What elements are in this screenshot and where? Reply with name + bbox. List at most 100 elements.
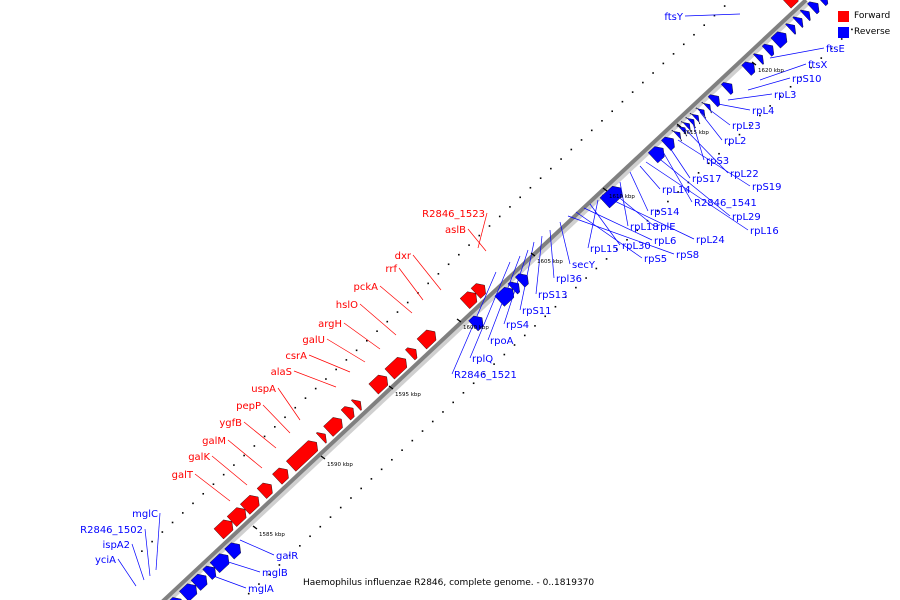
reverse-gene-label[interactable]: mglC bbox=[132, 509, 158, 520]
forward-gene-label[interactable]: rrf bbox=[385, 264, 397, 275]
forward-gene-block[interactable] bbox=[416, 329, 437, 350]
reverse-gene-label[interactable]: rplQ bbox=[472, 354, 493, 365]
reverse-gene-block[interactable] bbox=[190, 573, 208, 591]
reverse-gene-label[interactable]: rpS14 bbox=[650, 207, 680, 218]
reverse-gene-label[interactable]: ftsX bbox=[808, 60, 827, 71]
reverse-gene-label[interactable]: rpL18 bbox=[630, 222, 659, 233]
reverse-gene-block[interactable] bbox=[671, 129, 683, 142]
reverse-gene-label[interactable]: rpS10 bbox=[792, 74, 822, 85]
forward-gene-label[interactable]: argH bbox=[318, 319, 342, 330]
reverse-gene-label[interactable]: rpL24 bbox=[696, 235, 725, 246]
forward-gene-label[interactable]: pepP bbox=[236, 401, 261, 412]
forward-gene-block[interactable] bbox=[350, 399, 362, 411]
reverse-gene-label[interactable]: yciA bbox=[95, 555, 116, 566]
forward-gene-block[interactable] bbox=[213, 519, 234, 540]
forward-gene-block[interactable] bbox=[315, 432, 327, 444]
forward-gene-block[interactable] bbox=[459, 291, 478, 310]
reverse-gene-block[interactable] bbox=[761, 43, 775, 57]
reverse-gene-label[interactable]: rpS13 bbox=[538, 290, 568, 301]
reverse-gene-block[interactable] bbox=[661, 136, 675, 151]
forward-gene-block[interactable] bbox=[470, 283, 486, 299]
reverse-gene-label[interactable]: galR bbox=[276, 551, 298, 562]
top-gene-label[interactable]: ftsY bbox=[664, 12, 683, 23]
reverse-gene-label[interactable]: rpL23 bbox=[732, 121, 761, 132]
reverse-gene-block[interactable] bbox=[689, 112, 701, 125]
forward-gene-block[interactable] bbox=[272, 467, 289, 485]
reverse-gene-label[interactable]: rpS17 bbox=[692, 174, 722, 185]
forward-gene-label[interactable]: hslO bbox=[336, 300, 358, 311]
reverse-gene-label[interactable]: rpL4 bbox=[752, 106, 774, 117]
reverse-gene-label[interactable]: rpS8 bbox=[676, 250, 699, 261]
reverse-gene-block[interactable] bbox=[202, 565, 217, 580]
reverse-gene-label[interactable]: ftsE bbox=[826, 44, 845, 55]
forward-gene-block[interactable] bbox=[239, 495, 260, 515]
forward-gene-label[interactable]: alaS bbox=[271, 367, 292, 378]
forward-gene-label[interactable]: csrA bbox=[285, 351, 307, 362]
reverse-gene-label[interactable]: rpL14 bbox=[662, 185, 691, 196]
reverse-gene-block[interactable] bbox=[720, 82, 734, 95]
reverse-gene-block[interactable] bbox=[695, 107, 707, 119]
forward-gene-label[interactable]: dxr bbox=[395, 251, 412, 262]
reverse-gene-label[interactable]: rpS5 bbox=[644, 254, 667, 265]
reverse-gene-block[interactable] bbox=[741, 61, 756, 76]
forward-gene-block[interactable] bbox=[285, 440, 318, 472]
reverse-gene-label[interactable]: mglA bbox=[248, 584, 274, 595]
reverse-gene-label[interactable]: rpl36 bbox=[556, 274, 582, 285]
reverse-gene-block[interactable] bbox=[807, 1, 820, 15]
forward-gene-block[interactable] bbox=[384, 357, 408, 380]
forward-gene-block[interactable] bbox=[368, 374, 389, 395]
reverse-gene-label[interactable]: rpL3 bbox=[774, 90, 796, 101]
reverse-gene-block[interactable] bbox=[753, 53, 764, 65]
forward-gene-block[interactable] bbox=[323, 417, 343, 437]
forward-gene-label[interactable]: galU bbox=[302, 335, 325, 346]
reverse-gene-block[interactable] bbox=[792, 16, 804, 28]
reverse-gene-block[interactable] bbox=[599, 185, 623, 209]
scale-dot bbox=[411, 439, 414, 442]
forward-gene-block[interactable] bbox=[226, 507, 247, 527]
reverse-gene-block[interactable] bbox=[701, 101, 713, 114]
reverse-gene-label[interactable]: rpL6 bbox=[654, 236, 676, 247]
reverse-gene-block[interactable] bbox=[224, 542, 241, 560]
forward-gene-label[interactable]: uspA bbox=[251, 384, 276, 395]
reverse-gene-label[interactable]: rpS4 bbox=[506, 320, 529, 331]
reverse-gene-label[interactable]: secY bbox=[572, 260, 596, 271]
forward-gene-label[interactable]: galT bbox=[172, 470, 194, 481]
reverse-gene-block[interactable] bbox=[468, 315, 484, 332]
reverse-gene-block[interactable] bbox=[785, 23, 796, 35]
reverse-gene-label[interactable]: R2846_1541 bbox=[694, 198, 757, 209]
forward-gene-block[interactable] bbox=[405, 347, 418, 361]
forward-gene-label[interactable]: aslB bbox=[445, 225, 466, 236]
reverse-gene-label[interactable]: rpS3 bbox=[706, 156, 729, 167]
reverse-gene-label[interactable]: rpoA bbox=[490, 336, 514, 347]
reverse-gene-block[interactable] bbox=[707, 94, 721, 108]
reverse-gene-label[interactable]: mglB bbox=[262, 568, 288, 579]
reverse-gene-label[interactable]: R2846_1502 bbox=[80, 525, 143, 536]
forward-gene-label[interactable]: galK bbox=[188, 452, 210, 463]
reverse-gene-label[interactable]: rpL2 bbox=[724, 136, 746, 147]
reverse-gene-label[interactable]: rpL29 bbox=[732, 212, 761, 223]
reverse-gene-block[interactable] bbox=[816, 0, 829, 7]
reverse-gene-label[interactable]: ispA2 bbox=[102, 540, 130, 551]
reverse-gene-block[interactable] bbox=[685, 116, 697, 129]
reverse-gene-block[interactable] bbox=[209, 553, 230, 574]
reverse-gene-label[interactable]: rpL16 bbox=[750, 226, 779, 237]
reverse-gene-label[interactable]: rpL15 bbox=[590, 244, 619, 255]
forward-gene-label[interactable]: R2846_1523 bbox=[422, 209, 485, 220]
reverse-gene-label[interactable]: rpS11 bbox=[522, 306, 552, 317]
forward-gene-block[interactable] bbox=[256, 482, 273, 499]
reverse-gene-label[interactable]: rpS19 bbox=[752, 182, 782, 193]
scale-dot bbox=[560, 158, 562, 160]
reverse-gene-block[interactable] bbox=[770, 31, 788, 49]
reverse-gene-label[interactable]: rpL22 bbox=[730, 169, 759, 180]
reverse-gene-block[interactable] bbox=[799, 9, 811, 22]
forward-gene-block[interactable] bbox=[340, 406, 355, 421]
reverse-gene-block[interactable] bbox=[680, 121, 692, 133]
forward-gene-label[interactable]: pckA bbox=[354, 282, 379, 293]
reverse-gene-label[interactable]: rpL30 bbox=[622, 241, 651, 252]
forward-gene-label[interactable]: galM bbox=[202, 436, 226, 447]
reverse-gene-label[interactable]: R2846_1521 bbox=[454, 370, 517, 381]
reverse-gene-label[interactable]: rplE bbox=[656, 222, 676, 233]
forward-gene-block[interactable] bbox=[781, 0, 799, 9]
reverse-gene-block[interactable] bbox=[168, 597, 183, 600]
forward-gene-label[interactable]: ygfB bbox=[219, 418, 242, 429]
